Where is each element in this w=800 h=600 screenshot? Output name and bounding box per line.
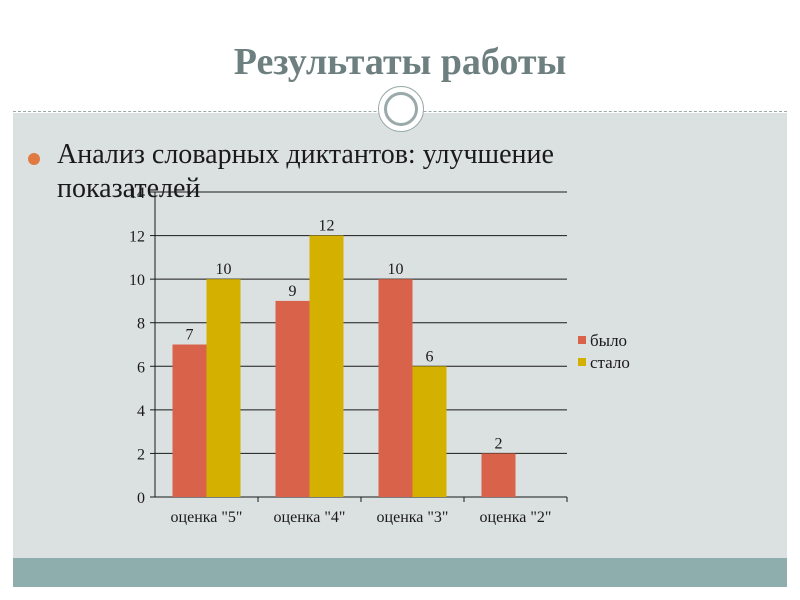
- bar: [412, 366, 447, 497]
- data-label: 10: [216, 261, 232, 278]
- x-tick-label: оценка "5": [171, 509, 243, 526]
- x-tick-label: оценка "3": [377, 509, 449, 526]
- legend-label: было: [590, 331, 627, 350]
- bar: [481, 453, 516, 497]
- circle-ornament-icon: [378, 86, 424, 132]
- y-tick-label: 0: [137, 490, 145, 507]
- y-tick-label: 10: [129, 272, 145, 289]
- y-tick-label: 2: [137, 446, 145, 463]
- y-tick-label: 8: [137, 316, 145, 333]
- x-tick-label: оценка "4": [274, 509, 346, 526]
- bullet-text: Анализ словарных диктантов: улучшение по…: [57, 139, 554, 204]
- legend-label: стало: [590, 353, 630, 372]
- y-tick-label: 14: [129, 185, 145, 202]
- bar: [275, 300, 310, 497]
- data-label: 2: [495, 435, 503, 452]
- slide-title: Результаты работы: [233, 41, 567, 83]
- y-tick-label: 12: [129, 229, 145, 246]
- bar: [309, 235, 344, 498]
- bullet-dot-icon: [28, 153, 40, 165]
- y-tick-label: 4: [137, 403, 145, 420]
- data-label: 12: [319, 218, 335, 235]
- data-label: 9: [289, 283, 297, 300]
- legend-swatch: [578, 358, 586, 366]
- data-label: 7: [186, 327, 194, 344]
- bar: [206, 279, 241, 497]
- x-tick-label: оценка "2": [480, 509, 552, 526]
- bar: [172, 344, 207, 497]
- y-tick-label: 6: [137, 359, 145, 376]
- legend-swatch: [578, 336, 586, 344]
- bar: [378, 279, 413, 497]
- data-label: 10: [388, 261, 404, 278]
- footer-band: [13, 558, 787, 587]
- circle-ornament-inner: [384, 92, 418, 126]
- data-label: 6: [426, 348, 434, 365]
